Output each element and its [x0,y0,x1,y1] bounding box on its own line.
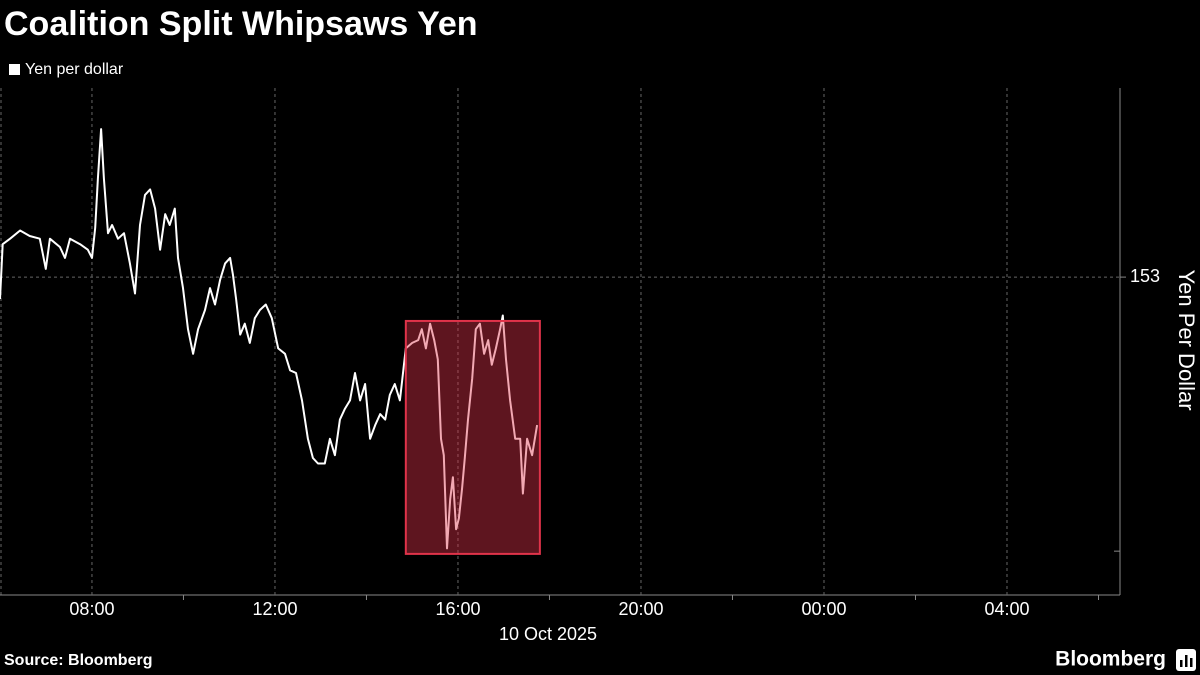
brand-icon [1176,649,1196,671]
line [0,128,539,550]
source: Source: Bloomberg [4,652,152,669]
brand: Bloomberg [1055,648,1166,671]
x-tick-label: 16:00 [435,599,480,619]
legend-label: Yen per dollar [25,61,124,78]
x-tick-label: 20:00 [618,599,663,619]
y-axis-label: Yen Per Dollar [1174,269,1199,410]
x-tick-label: 08:00 [69,599,114,619]
chart-title: Coalition Split Whipsaws Yen [4,5,478,43]
x-tick-label: 00:00 [801,599,846,619]
legend-swatch [9,64,20,75]
x-tick-label: 04:00 [984,599,1029,619]
x-tick-label: 12:00 [252,599,297,619]
x-axis-label: 10 Oct 2025 [499,624,597,644]
y-tick-label: 153 [1130,266,1160,286]
highlight-box [404,319,541,555]
